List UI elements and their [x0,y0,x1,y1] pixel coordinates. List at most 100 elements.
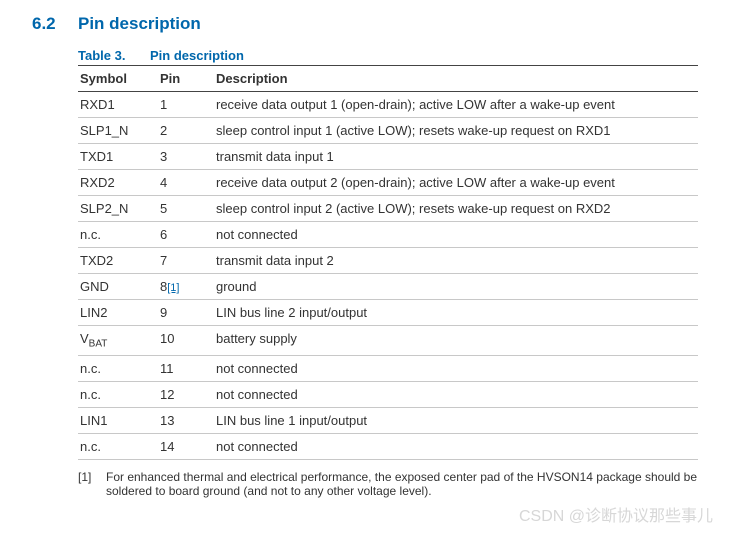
pin-number: 6 [160,227,167,242]
cell-description: not connected [214,355,698,381]
pin-number: 11 [160,361,174,376]
cell-description: not connected [214,222,698,248]
pin-number: 13 [160,413,174,428]
cell-pin: 8[1] [158,274,214,300]
cell-symbol: n.c. [78,381,158,407]
table-caption: Table 3.Pin description [78,48,719,63]
cell-description: LIN bus line 2 input/output [214,300,698,326]
symbol-text: n.c. [80,227,101,242]
cell-description: receive data output 2 (open-drain); acti… [214,170,698,196]
pin-number: 2 [160,123,167,138]
cell-pin: 1 [158,92,214,118]
cell-symbol: LIN1 [78,407,158,433]
table-row: SLP1_N 2 sleep control input 1 (active LOW… [78,118,698,144]
table-row: n.c.11 not connected [78,355,698,381]
cell-pin: 10 [158,326,214,356]
table-row: RXD1 1 receive data output 1 (open-drain);… [78,92,698,118]
cell-symbol: SLP2_N [78,196,158,222]
cell-pin: 5 [158,196,214,222]
cell-description: not connected [214,381,698,407]
symbol-text: RXD1 [80,97,115,112]
cell-symbol: n.c. [78,222,158,248]
table-header-row: Symbol Pin Description [78,66,698,92]
symbol-text: n.c. [80,439,101,454]
cell-symbol: LIN2 [78,300,158,326]
footnote-ref[interactable]: [1] [167,282,179,294]
watermark: CSDN @诊断协议那些事儿 [32,502,719,526]
cell-pin: 3 [158,144,214,170]
symbol-text: SLP1_N [80,123,128,138]
cell-description: sleep control input 1 (active LOW); rese… [214,118,698,144]
cell-pin: 12 [158,381,214,407]
footnotes: [1] For enhanced thermal and electrical … [78,470,719,498]
table-row: n.c. 14 not connected [78,433,698,459]
cell-symbol: TXD1 [78,144,158,170]
symbol-text: n.c. [80,387,101,402]
cell-pin: 6 [158,222,214,248]
symbol-subscript: BAT [89,339,108,350]
cell-description: LIN bus line 1 input/output [214,407,698,433]
table-row: TXD2 7 transmit data input 2 [78,248,698,274]
col-header-symbol: Symbol [78,66,158,92]
pin-number: 1 [160,97,167,112]
cell-pin: 9 [158,300,214,326]
cell-description: transmit data input 1 [214,144,698,170]
cell-description: not connected [214,433,698,459]
symbol-text: SLP2_N [80,201,128,216]
pin-number: 10 [160,331,174,346]
pin-description-table: Symbol Pin Description RXD1 1 receive data… [78,65,698,460]
table-label: Table 3. [78,48,150,63]
section-heading: 6.2Pin description [32,14,719,34]
table-row: RXD2 4 receive data output 2 (open-drain);… [78,170,698,196]
table-row: LIN1 13 LIN bus line 1 input/output [78,407,698,433]
cell-symbol: n.c. [78,355,158,381]
cell-symbol: VBAT [78,326,158,356]
cell-symbol: TXD2 [78,248,158,274]
cell-pin: 2 [158,118,214,144]
cell-description: transmit data input 2 [214,248,698,274]
section-title: Pin description [78,14,201,33]
pin-number: 5 [160,201,167,216]
symbol-text: LIN1 [80,413,107,428]
pin-number: 9 [160,305,167,320]
symbol-text: TXD2 [80,253,113,268]
pin-number: 12 [160,387,174,402]
pin-number: 4 [160,175,167,190]
table-title: Pin description [150,48,244,63]
cell-pin: 4 [158,170,214,196]
table-row: LIN2 9 LIN bus line 2 input/output [78,300,698,326]
col-header-description: Description [214,66,698,92]
symbol-text: RXD2 [80,175,115,190]
cell-symbol: SLP1_N [78,118,158,144]
symbol-text: TXD1 [80,149,113,164]
footnote: [1] For enhanced thermal and electrical … [78,470,719,498]
footnote-number: [1] [78,470,106,498]
col-header-pin: Pin [158,66,214,92]
table-row: VBAT10battery supply [78,326,698,356]
cell-pin: 7 [158,248,214,274]
table-row: n.c. 6 not connected [78,222,698,248]
cell-description: battery supply [214,326,698,356]
cell-symbol: RXD1 [78,92,158,118]
cell-description: sleep control input 2 (active LOW); rese… [214,196,698,222]
cell-pin: 13 [158,407,214,433]
footnote-text: For enhanced thermal and electrical perf… [106,470,719,498]
section-number: 6.2 [32,14,78,34]
cell-symbol: GND [78,274,158,300]
symbol-text: LIN2 [80,305,107,320]
content-block: Table 3.Pin description Symbol Pin Descr… [78,48,719,498]
cell-pin: 11 [158,355,214,381]
pin-number: 7 [160,253,167,268]
cell-description: receive data output 1 (open-drain); acti… [214,92,698,118]
cell-symbol: n.c. [78,433,158,459]
symbol-text: GND [80,279,109,294]
pin-number: 14 [160,439,174,454]
cell-pin: 14 [158,433,214,459]
symbol-text: V [80,331,89,346]
table-row: n.c. 12 not connected [78,381,698,407]
table-row: TXD1 3 transmit data input 1 [78,144,698,170]
cell-description: ground [214,274,698,300]
table-row: SLP2_N 5 sleep control input 2 (active LOW… [78,196,698,222]
cell-symbol: RXD2 [78,170,158,196]
pin-number: 3 [160,149,167,164]
